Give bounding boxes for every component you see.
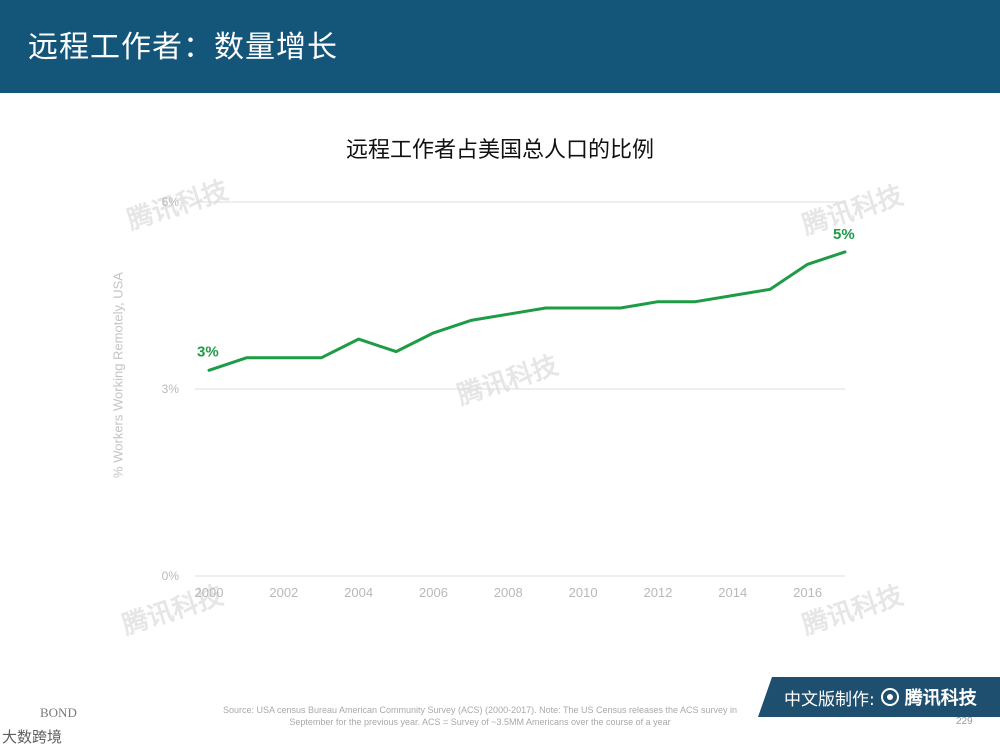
badge-label: 中文版制作:: [784, 689, 875, 710]
bond-logo-text: BOND: [40, 705, 77, 720]
page-number: 229: [956, 716, 973, 727]
x-tick-label: 2008: [494, 585, 523, 600]
data-label: 5%: [833, 226, 855, 243]
x-tick-label: 2000: [195, 585, 224, 600]
series-line: [207, 250, 847, 372]
x-tick-label: 2004: [344, 585, 373, 600]
x-tick-label: 2014: [718, 585, 747, 600]
data-label: 3%: [197, 343, 219, 360]
y-tick-label: 3%: [162, 382, 180, 396]
badge-brand: 腾讯科技: [904, 688, 977, 709]
chart-title: 远程工作者占美国总人口的比例: [345, 138, 654, 163]
x-tick-label: 2012: [643, 585, 672, 600]
x-tick-label: 2002: [269, 585, 298, 600]
x-tick-label: 2010: [569, 585, 598, 600]
y-tick-label: 6%: [162, 195, 180, 209]
page-title: 远程工作者：数量增长: [28, 30, 338, 65]
translation-badge: 中文版制作: 腾讯科技: [758, 677, 1000, 717]
tencent-logo-icon: [880, 688, 899, 706]
y-tick-label: 0%: [162, 569, 180, 583]
x-tick-label: 2016: [793, 585, 822, 600]
credit-watermark: 大数跨境: [2, 728, 63, 746]
header-bar: 远程工作者：数量增长: [0, 0, 1000, 93]
x-tick-label: 2006: [419, 585, 448, 600]
source-note: Source: USA census Bureau American Commu…: [222, 705, 738, 727]
